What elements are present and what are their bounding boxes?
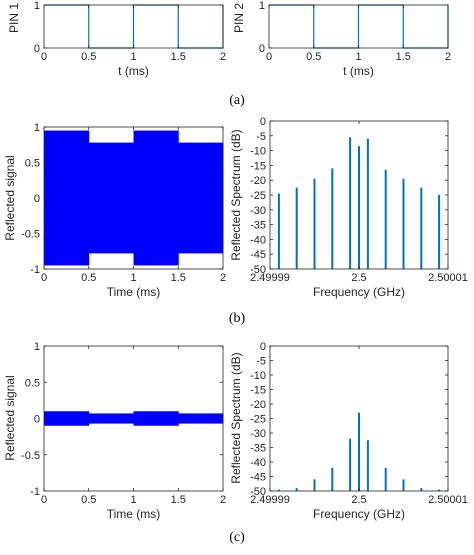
- chart-5-x-tick-label-2: 0.5: [81, 494, 96, 506]
- chart-5-envelope-segment-2: [88, 413, 134, 424]
- chart-5-y-tick-label-1: -1: [30, 486, 40, 498]
- chart-6-y-tick-label-7: -20: [250, 399, 266, 411]
- chart-4-y-tick-label-6: -25: [250, 190, 266, 202]
- chart-3-y-tick-label-4: 0.5: [25, 158, 40, 170]
- chart-4-y-tick-label-5: -30: [250, 205, 266, 217]
- chart-3-x-tick-label-2: 0.5: [81, 272, 96, 284]
- chart-4-y-tick-label-9: -10: [250, 146, 266, 158]
- chart-5-y-tick-label-2: -0.5: [21, 450, 40, 462]
- chart-4-y-tick-label-8: -15: [250, 160, 266, 172]
- chart-2-y-tick-label-1: 0: [259, 43, 265, 55]
- chart-2-x-tick-label-3: 1: [355, 51, 361, 63]
- chart-6-y-axis-label: Reflected Spectrum (dB): [229, 352, 243, 483]
- chart-6-y-tick-label-10: -5: [256, 356, 266, 368]
- chart-1-x-tick-label-4: 1.5: [171, 51, 186, 63]
- chart-3-y-tick-label-3: 0: [34, 193, 40, 205]
- chart-2-x-tick-label-5: 2: [445, 51, 451, 63]
- chart-3-envelope-segment-4: [178, 142, 224, 254]
- chart-4-x-tick-label-2: 2.5: [351, 272, 366, 284]
- chart-4-x-axis-label: Frequency (GHz): [313, 285, 405, 299]
- chart-2-series-1-line: [269, 4, 449, 49]
- chart-6-y-tick-label-11: 0: [260, 341, 266, 353]
- chart-1-x-tick-label-5: 2: [220, 51, 226, 63]
- chart-3-y-tick-label-2: -0.5: [21, 229, 40, 241]
- chart-4-y-tick-label-2: -45: [250, 249, 266, 261]
- chart-6-x-tick-label-2: 2.5: [351, 494, 366, 506]
- chart-1-x-axis-label: t (ms): [118, 64, 149, 78]
- chart-4-y-tick-label-4: -35: [250, 220, 266, 232]
- chart-6-y-tick-label-6: -25: [250, 414, 266, 426]
- chart-1-x-tick-label-2: 0.5: [81, 51, 96, 63]
- chart-4-y-tick-label-3: -40: [250, 234, 266, 246]
- chart-4-y-tick-label-11: 0: [260, 116, 266, 128]
- chart-3-x-tick-label-4: 1.5: [171, 272, 186, 284]
- chart-5-y-axis-label: Reflected signal: [3, 375, 17, 460]
- chart-2-x-tick-label-4: 1.5: [396, 51, 411, 63]
- chart-4-y-tick-label-10: -5: [256, 131, 266, 143]
- chart-5-envelope-segment-1: [44, 411, 90, 426]
- chart-3-y-axis-label: Reflected signal: [3, 155, 17, 240]
- chart-2-y-axis-label: PIN 2: [232, 3, 246, 33]
- chart-3-x-tick-label-3: 1: [130, 272, 136, 284]
- chart-1-y-tick-label-1: 0: [34, 43, 40, 55]
- chart-6-y-tick-label-1: -50: [250, 486, 266, 498]
- chart-1-series-1-line: [44, 4, 224, 49]
- chart-2-x-tick-label-1: 0: [266, 51, 272, 63]
- subfigure-label-a: (a): [229, 93, 245, 108]
- chart-6-x-tick-label-1: 2.49999: [250, 494, 290, 506]
- chart-5-y-tick-label-3: 0: [34, 414, 40, 426]
- chart-3-x-tick-label-5: 2: [220, 272, 226, 284]
- chart-5-envelope-segment-3: [133, 411, 179, 426]
- chart-1-x-tick-label-3: 1: [130, 51, 136, 63]
- chart-3-x-axis-label: Time (ms): [107, 285, 161, 299]
- chart-6-y-tick-label-5: -30: [250, 428, 266, 440]
- chart-4-y-tick-label-7: -20: [250, 175, 266, 187]
- chart-5-envelope-segment-4: [178, 413, 224, 424]
- chart-1-y-tick-label-2: 1: [34, 0, 40, 12]
- chart-6-y-tick-label-4: -35: [250, 443, 266, 455]
- chart-5-y-tick-label-4: 0.5: [25, 377, 40, 389]
- chart-2-x-tick-label-2: 0.5: [306, 51, 321, 63]
- chart-6-y-tick-label-2: -45: [250, 472, 266, 484]
- chart-3-envelope-segment-3: [133, 130, 179, 266]
- chart-4-y-tick-label-1: -50: [250, 264, 266, 276]
- chart-4-x-tick-label-1: 2.49999: [250, 272, 290, 284]
- chart-3-envelope-segment-1: [44, 130, 90, 266]
- chart-6-y-tick-label-9: -10: [250, 370, 266, 382]
- chart-6-y-tick-label-8: -15: [250, 385, 266, 397]
- chart-3-y-tick-label-1: -1: [30, 264, 40, 276]
- chart-5-x-axis-label: Time (ms): [107, 507, 161, 521]
- chart-6-x-axis-label: Frequency (GHz): [313, 507, 405, 521]
- chart-6-y-tick-label-3: -40: [250, 457, 266, 469]
- chart-5-x-tick-label-4: 1.5: [171, 494, 186, 506]
- chart-2-x-axis-label: t (ms): [343, 64, 374, 78]
- chart-5-x-tick-label-3: 1: [130, 494, 136, 506]
- chart-1-x-tick-label-1: 0: [41, 51, 47, 63]
- chart-4-y-axis-label: Reflected Spectrum (dB): [229, 129, 243, 260]
- chart-3-y-tick-label-5: 1: [34, 122, 40, 134]
- chart-4-x-tick-label-3: 2.50001: [428, 272, 468, 284]
- chart-5-y-tick-label-5: 1: [34, 341, 40, 353]
- subfigure-label-c: (c): [229, 530, 245, 545]
- chart-1-y-axis-label: PIN 1: [7, 3, 21, 33]
- chart-3-x-tick-label-1: 0: [41, 272, 47, 284]
- chart-2-y-tick-label-2: 1: [259, 0, 265, 12]
- chart-6-x-tick-label-3: 2.50001: [428, 494, 468, 506]
- chart-5-x-tick-label-5: 2: [220, 494, 226, 506]
- chart-5-x-tick-label-1: 0: [41, 494, 47, 506]
- subfigure-label-b: (b): [229, 311, 246, 326]
- chart-3-envelope-segment-2: [88, 142, 134, 254]
